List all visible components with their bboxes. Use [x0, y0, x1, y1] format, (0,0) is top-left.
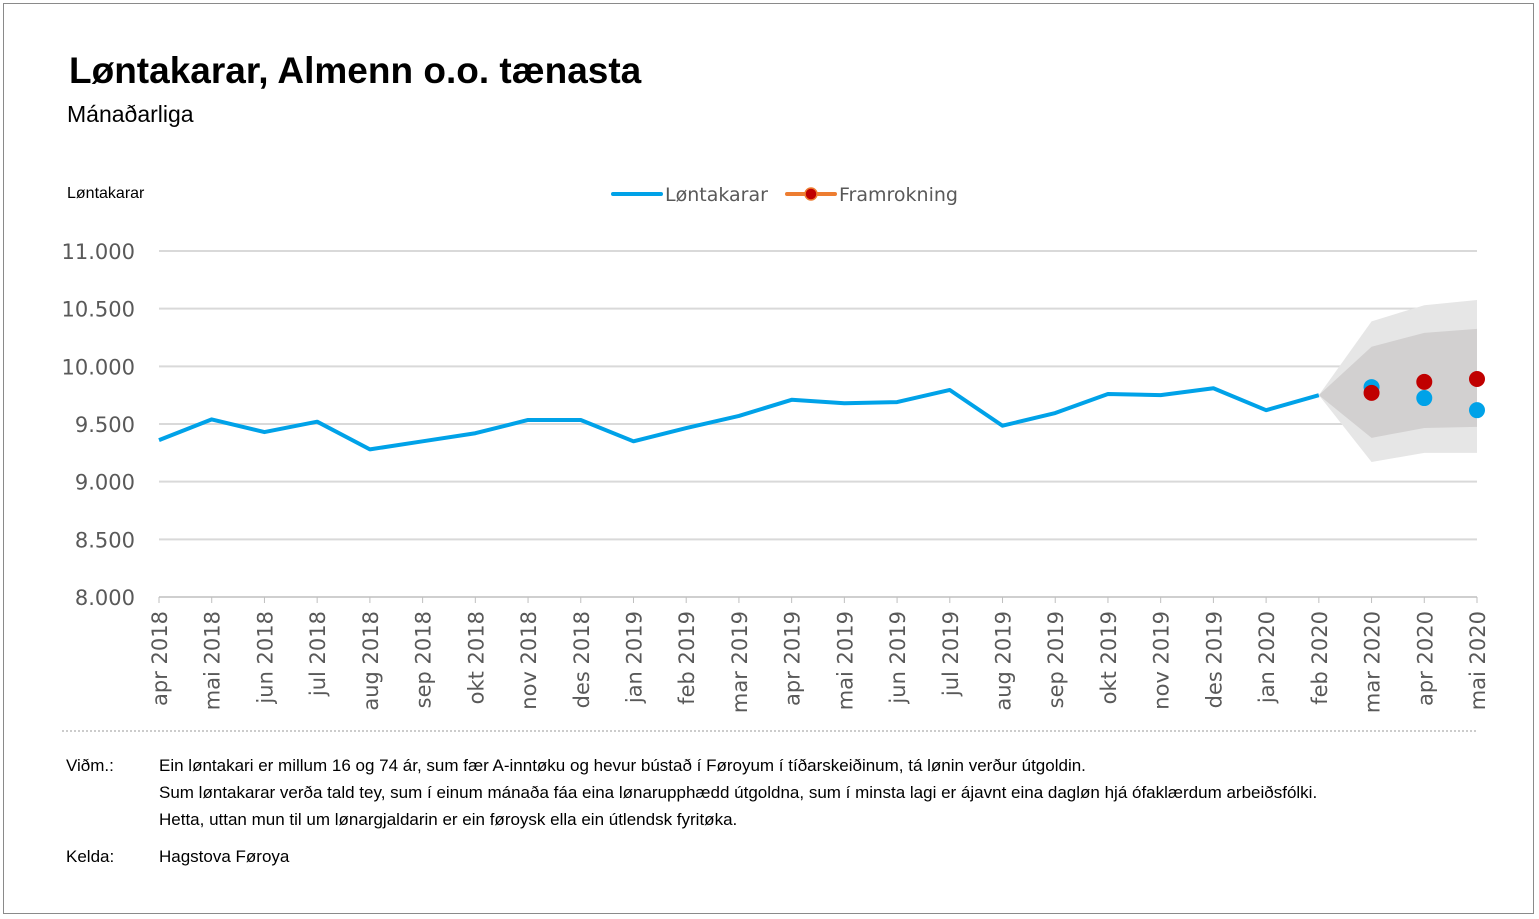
x-tick-label: jun 2019: [886, 611, 910, 705]
y-tick-label: 10.000: [62, 355, 135, 379]
x-tick-label: apr 2020: [1413, 611, 1437, 706]
x-tick-label: feb 2020: [1308, 611, 1332, 705]
y-tick-label: 11.000: [62, 240, 135, 264]
source-value: Hagstova Føroya: [159, 847, 290, 866]
series-line-lontakarar: [158, 386, 1320, 452]
y-tick-label: 9.500: [75, 413, 135, 437]
y-tick-label: 10.500: [62, 298, 135, 322]
x-tick-label: mai 2019: [833, 611, 857, 710]
x-tick-label: aug 2019: [992, 611, 1016, 711]
notes-label: Viðm.:: [66, 756, 114, 775]
forecast-point: [1469, 371, 1485, 388]
note-line: Ein løntakari er millum 16 og 74 ár, sum…: [159, 756, 1086, 775]
note-line: Sum løntakarar verða tald tey, sum í ein…: [159, 783, 1318, 802]
forecast-band: [1318, 328, 1477, 438]
y-tick-label: 8.500: [75, 528, 135, 552]
x-tick-label: nov 2018: [517, 611, 541, 710]
x-tick-label: feb 2019: [675, 611, 699, 705]
x-tick-label: mar 2019: [728, 611, 752, 713]
actual-point: [1416, 390, 1433, 407]
x-tick-label: sep 2019: [1044, 611, 1068, 708]
y-tick-label: 9.000: [75, 471, 135, 495]
x-tick-label: aug 2018: [359, 611, 383, 711]
x-tick-label: jan 2019: [622, 611, 646, 704]
note-line: Hetta, uttan mun til um lønargjaldarin e…: [159, 810, 738, 829]
x-tick-label: jul 2018: [306, 611, 330, 697]
x-tick-label: mar 2020: [1361, 611, 1385, 713]
x-tick-label: mai 2020: [1466, 611, 1490, 710]
chart-subtitle: Mánaðarliga: [67, 101, 194, 127]
x-tick-label: nov 2019: [1150, 611, 1174, 710]
chart-title: Løntakarar, Almenn o.o. tænasta: [69, 50, 642, 91]
x-tick-label: des 2019: [1202, 611, 1226, 708]
x-tick-label: okt 2019: [1097, 611, 1121, 704]
forecast-point: [1416, 373, 1433, 390]
x-tick-label: sep 2018: [412, 611, 436, 708]
y-tick-label: 8.000: [75, 586, 135, 610]
x-tick-label: apr 2018: [148, 611, 172, 706]
x-tick-label: apr 2019: [781, 611, 805, 706]
legend-label-lontakarar: Løntakarar: [665, 184, 768, 206]
legend: Løntakarar Framrokning: [611, 184, 958, 206]
x-tick-label: des 2018: [570, 611, 594, 708]
x-tick-label: jul 2019: [939, 611, 963, 697]
legend-label-framrokning: Framrokning: [839, 184, 958, 206]
chart-frame: [3, 3, 1534, 914]
x-tick-label: mai 2018: [201, 611, 225, 710]
x-tick-label: jun 2018: [253, 611, 277, 705]
x-tick-label: okt 2018: [464, 611, 488, 704]
actual-point: [1469, 402, 1485, 419]
legend-marker-framrokning: [804, 187, 818, 201]
x-tick-label: jan 2020: [1255, 611, 1279, 704]
y-axis-label: Løntakarar: [67, 185, 145, 202]
forecast-point: [1363, 384, 1380, 401]
source-label: Kelda:: [66, 847, 115, 866]
